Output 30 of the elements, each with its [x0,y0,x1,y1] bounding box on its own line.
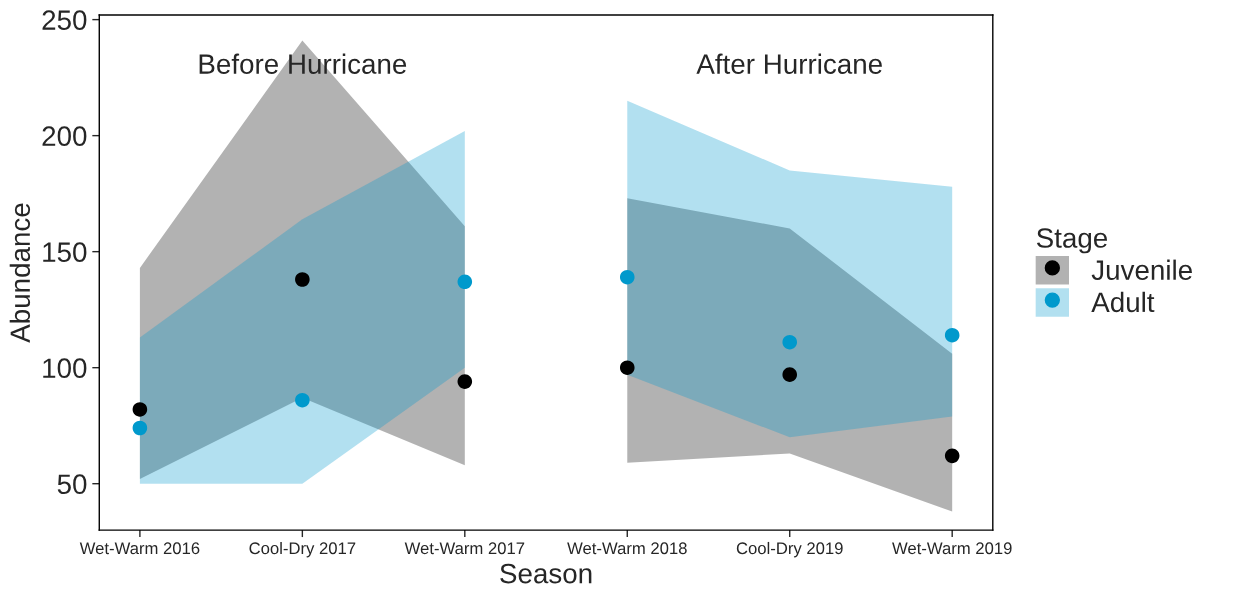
x-tick-label: Cool-Dry 2019 [736,541,843,558]
point [132,402,148,417]
annotation: Before Hurricane [199,53,407,74]
point [132,420,148,436]
x-axis-title: Season [500,563,592,584]
legend-title: Stage [1036,228,1108,254]
y-tick-label: 150 [43,242,87,262]
x-tick-label: Wet-Warm 2018 [567,542,687,555]
legend-label: Juvenile [1091,259,1192,280]
x-tick-label: Wet-Warm 2019 [892,542,1012,555]
y-tick-label: 100 [43,358,87,379]
legend-label: Adult [1091,291,1155,313]
point [295,392,310,408]
y-tick-label: 250 [42,10,87,30]
point [619,269,635,285]
point [944,327,960,343]
point [782,334,798,350]
y-tick-label: 50 [57,474,87,495]
y-tick-label: 200 [42,126,87,146]
annotation: After Hurricane [696,53,882,74]
y-axis-title: Abundance [9,203,31,343]
point [295,272,310,287]
x-tick-label: Wet-Warm 2017 [404,542,525,555]
x-tick-label: Wet-Warm 2016 [79,542,200,555]
point [944,448,960,464]
x-tick-label: Cool-Dry 2017 [249,541,356,558]
point [782,367,798,382]
point [619,360,635,375]
point [457,274,473,290]
point [457,374,473,389]
